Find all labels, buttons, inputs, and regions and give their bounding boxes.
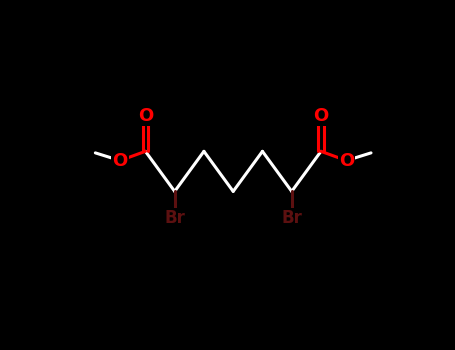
Text: Br: Br <box>281 209 302 226</box>
Text: O: O <box>339 152 354 170</box>
Text: O: O <box>112 152 127 170</box>
Text: Br: Br <box>164 209 185 226</box>
Text: O: O <box>313 107 329 125</box>
Text: O: O <box>138 107 153 125</box>
